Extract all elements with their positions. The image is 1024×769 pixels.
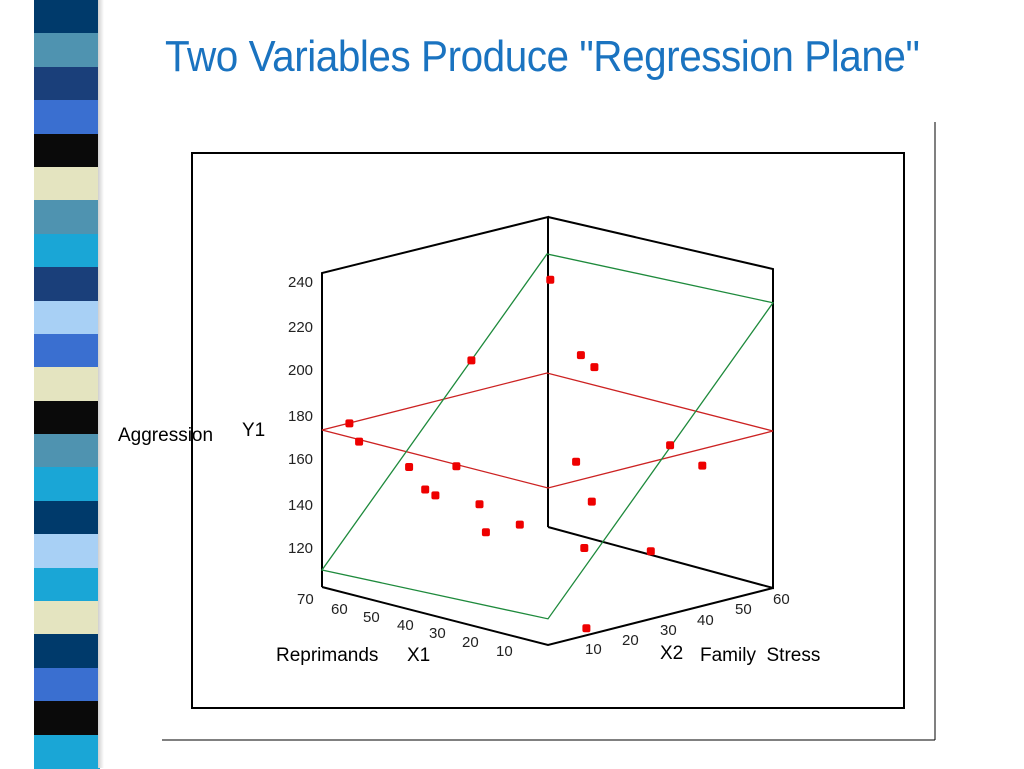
data-point bbox=[421, 485, 430, 494]
stripe-band bbox=[34, 434, 100, 469]
data-point bbox=[475, 500, 484, 509]
stripe-band bbox=[34, 634, 100, 669]
x2-tick-label: 30 bbox=[660, 622, 677, 639]
decorative-stripe bbox=[34, 0, 100, 769]
stripe-band bbox=[34, 667, 100, 703]
y-tick-label: 180 bbox=[288, 408, 313, 425]
data-point bbox=[576, 351, 585, 360]
slide-title: Two Variables Produce "Regression Plane" bbox=[165, 32, 920, 81]
stripe-band bbox=[34, 133, 100, 168]
data-point bbox=[345, 419, 354, 428]
y-tick-label: 240 bbox=[288, 274, 313, 291]
data-point bbox=[452, 462, 461, 471]
x2-tick-label: 60 bbox=[773, 591, 790, 608]
y-tick-label: 120 bbox=[288, 540, 313, 557]
stripe-band bbox=[34, 400, 100, 436]
data-point bbox=[580, 544, 589, 552]
x2-axis-ticks: 10 20 30 40 50 60 bbox=[585, 591, 790, 658]
stripe-shadow bbox=[98, 0, 104, 768]
data-point bbox=[582, 624, 591, 633]
plot-border bbox=[191, 152, 905, 709]
stripe-band bbox=[34, 267, 100, 302]
data-point bbox=[405, 463, 414, 471]
x2-axis-name: X2 bbox=[660, 643, 683, 664]
stripe-band bbox=[34, 66, 100, 102]
data-point bbox=[698, 461, 707, 470]
x2-tick-label: 10 bbox=[585, 641, 602, 658]
y-axis-name: Y1 bbox=[242, 420, 265, 441]
stripe-band bbox=[34, 100, 100, 135]
data-point bbox=[590, 363, 599, 372]
stripe-band bbox=[34, 567, 100, 603]
x1-axis-ticks: 70 60 50 40 30 20 10 bbox=[297, 591, 513, 660]
stripe-band bbox=[34, 233, 100, 269]
data-point bbox=[646, 547, 655, 556]
data-point bbox=[572, 457, 581, 466]
flat-plane bbox=[321, 372, 774, 489]
x2-axis-label: Family Stress bbox=[700, 645, 820, 666]
y-axis-label: Aggression bbox=[118, 425, 213, 446]
stripe-band bbox=[34, 166, 100, 202]
x1-tick-label: 60 bbox=[331, 601, 348, 618]
stripe-band bbox=[34, 367, 100, 402]
stripe-band bbox=[34, 200, 100, 235]
x1-tick-label: 30 bbox=[429, 625, 446, 642]
stripe-band bbox=[34, 734, 100, 769]
data-point bbox=[666, 441, 675, 450]
x1-axis-name: X1 bbox=[407, 645, 430, 666]
x1-axis-label: Reprimands bbox=[276, 645, 378, 666]
data-point bbox=[546, 275, 555, 284]
y-axis-ticks: 240 220 200 180 160 140 120 bbox=[288, 274, 313, 557]
x1-tick-label: 10 bbox=[496, 643, 513, 660]
x1-tick-label: 40 bbox=[397, 617, 414, 634]
stripe-band bbox=[34, 601, 100, 636]
y-tick-label: 140 bbox=[288, 497, 313, 514]
data-point bbox=[467, 356, 476, 365]
y-tick-label: 220 bbox=[288, 319, 313, 336]
stripe-band bbox=[34, 33, 100, 68]
stripe-band bbox=[34, 701, 100, 736]
stripe-band bbox=[34, 0, 100, 35]
stripe-band bbox=[34, 333, 100, 369]
y-tick-label: 200 bbox=[288, 362, 313, 379]
stripe-band bbox=[34, 500, 100, 536]
stripe-band bbox=[34, 300, 100, 335]
box-back-right-wall bbox=[547, 216, 774, 590]
x1-tick-label: 20 bbox=[462, 634, 479, 651]
stripe-band bbox=[34, 467, 100, 502]
x1-tick-label: 50 bbox=[363, 609, 380, 626]
data-point bbox=[431, 491, 440, 500]
data-point bbox=[481, 528, 490, 537]
y-tick-label: 160 bbox=[288, 451, 313, 468]
box-floor-front bbox=[321, 586, 774, 647]
x2-tick-label: 40 bbox=[697, 612, 714, 629]
data-points bbox=[345, 275, 707, 633]
data-point bbox=[515, 520, 524, 529]
x2-tick-label: 20 bbox=[622, 632, 639, 649]
x2-tick-label: 50 bbox=[735, 601, 752, 618]
data-point bbox=[587, 497, 596, 506]
stripe-band bbox=[34, 534, 100, 569]
data-point bbox=[355, 437, 364, 446]
x1-tick-label: 70 bbox=[297, 591, 314, 608]
